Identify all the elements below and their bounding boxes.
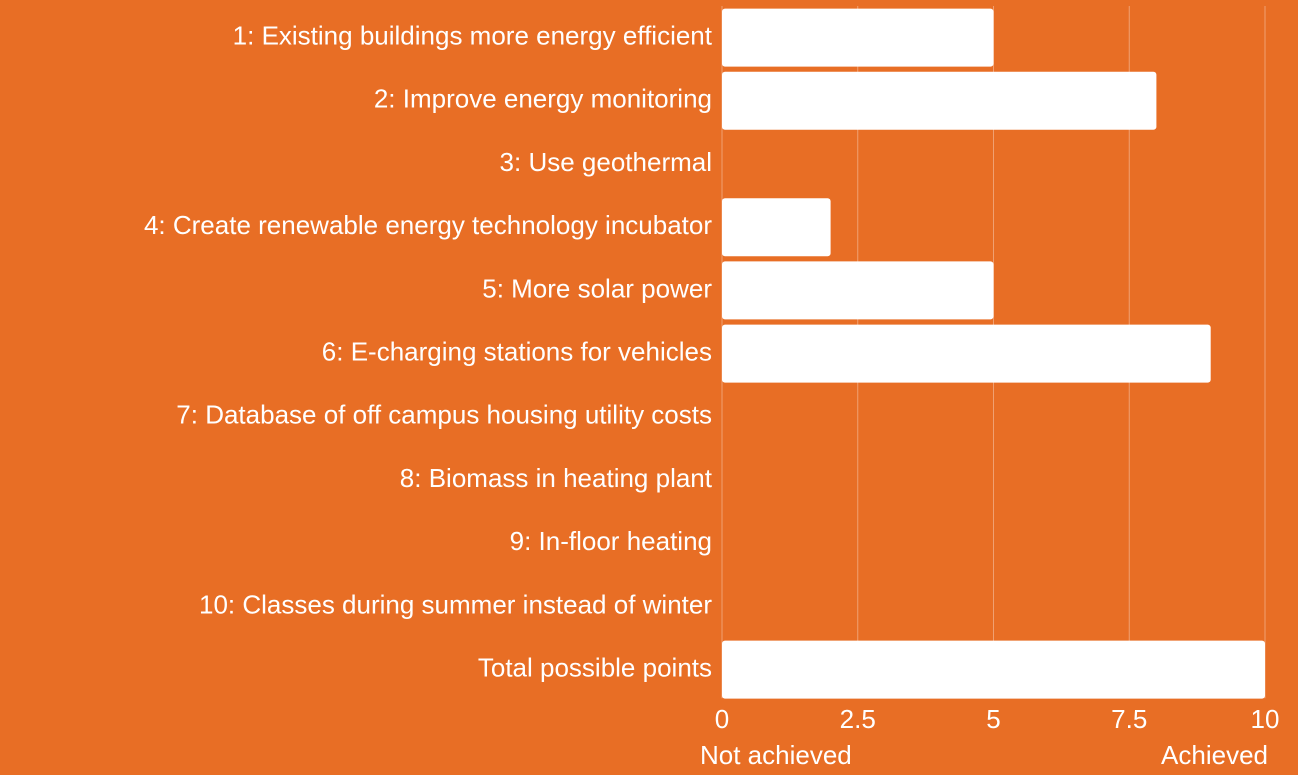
x-tick-label: 10 [1251, 704, 1280, 734]
x-tick-label: 5 [986, 704, 1000, 734]
y-tick-label: 5: More solar power [482, 273, 712, 303]
bar [722, 8, 994, 67]
y-tick-label: 8: Biomass in heating plant [400, 463, 713, 493]
y-tick-label: 10: Classes during summer instead of win… [199, 589, 712, 619]
bar [722, 71, 1157, 130]
axis-annotation: Achieved [1161, 740, 1268, 770]
axis-annotation: Not achieved [700, 740, 852, 770]
y-tick-label: Total possible points [478, 652, 712, 682]
x-tick-label: 7.5 [1111, 704, 1147, 734]
bar [722, 324, 1211, 383]
y-tick-label: 4: Create renewable energy technology in… [144, 210, 712, 240]
bar [722, 261, 994, 320]
x-tick-label: 2.5 [840, 704, 876, 734]
y-tick-label: 1: Existing buildings more energy effici… [233, 20, 713, 50]
y-tick-label: 3: Use geothermal [500, 147, 712, 177]
x-tick-label: 0 [715, 704, 729, 734]
y-tick-label: 2: Improve energy monitoring [374, 84, 712, 114]
y-tick-label: 7: Database of off campus housing utilit… [176, 400, 712, 430]
bar [722, 198, 831, 257]
y-tick-label: 9: In-floor heating [510, 526, 712, 556]
y-tick-label: 6: E-charging stations for vehicles [322, 336, 712, 366]
bar [722, 640, 1265, 699]
